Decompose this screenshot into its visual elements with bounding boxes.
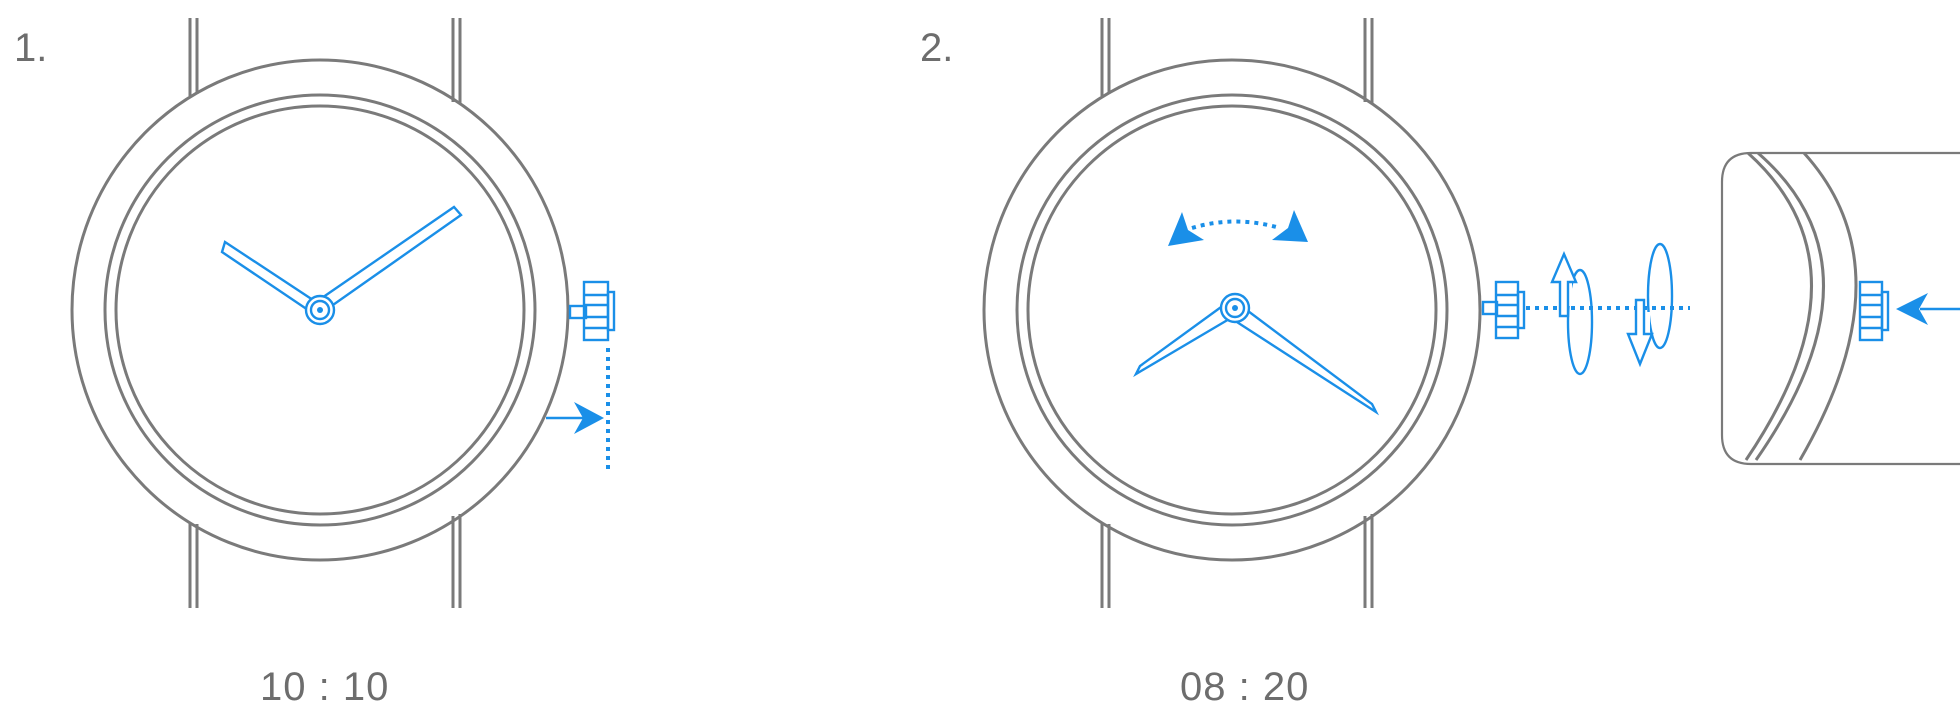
watch-1-case bbox=[70, 58, 570, 562]
watch-1-bezel bbox=[103, 93, 537, 527]
watch-2-crown bbox=[1481, 280, 1526, 340]
watch-1-minute-hand bbox=[314, 205, 463, 314]
step-2-time: 08 : 20 bbox=[1180, 665, 1310, 709]
watch-1-hands bbox=[220, 205, 463, 326]
rotate-right-arrow-icon bbox=[1272, 210, 1308, 242]
rotate-left-arrow-icon bbox=[1168, 212, 1204, 246]
watch-1-hour-hand bbox=[220, 240, 318, 314]
watch-1-strap bbox=[188, 18, 462, 608]
crown-push-detail bbox=[1720, 151, 1960, 466]
pull-arrow-icon bbox=[574, 402, 604, 434]
watch-2-minute-hand bbox=[1224, 300, 1380, 416]
watch-2 bbox=[982, 18, 1690, 608]
watch-1-crown bbox=[568, 280, 616, 342]
watch-1-dial bbox=[114, 104, 526, 516]
watch-1 bbox=[70, 18, 616, 608]
detail-crown bbox=[1858, 280, 1890, 342]
pull-out-indicator bbox=[546, 348, 610, 470]
turn-up-arrow-icon bbox=[1550, 250, 1594, 376]
turn-down-arrow-icon bbox=[1626, 242, 1674, 368]
step-1-time: 10 : 10 bbox=[260, 665, 390, 709]
watch-2-bezel bbox=[1015, 93, 1449, 527]
push-in-arrow-icon bbox=[1896, 293, 1928, 325]
watch-2-case bbox=[982, 58, 1482, 562]
watch-2-strap bbox=[1100, 18, 1374, 608]
step-2-number: 2. bbox=[920, 26, 954, 70]
watch-2-dial bbox=[1026, 104, 1438, 516]
rotation-indicator bbox=[1168, 210, 1308, 246]
watch-2-hands bbox=[1133, 292, 1380, 416]
step-1-number: 1. bbox=[14, 26, 48, 70]
crown-turn-indicator bbox=[1526, 242, 1690, 376]
